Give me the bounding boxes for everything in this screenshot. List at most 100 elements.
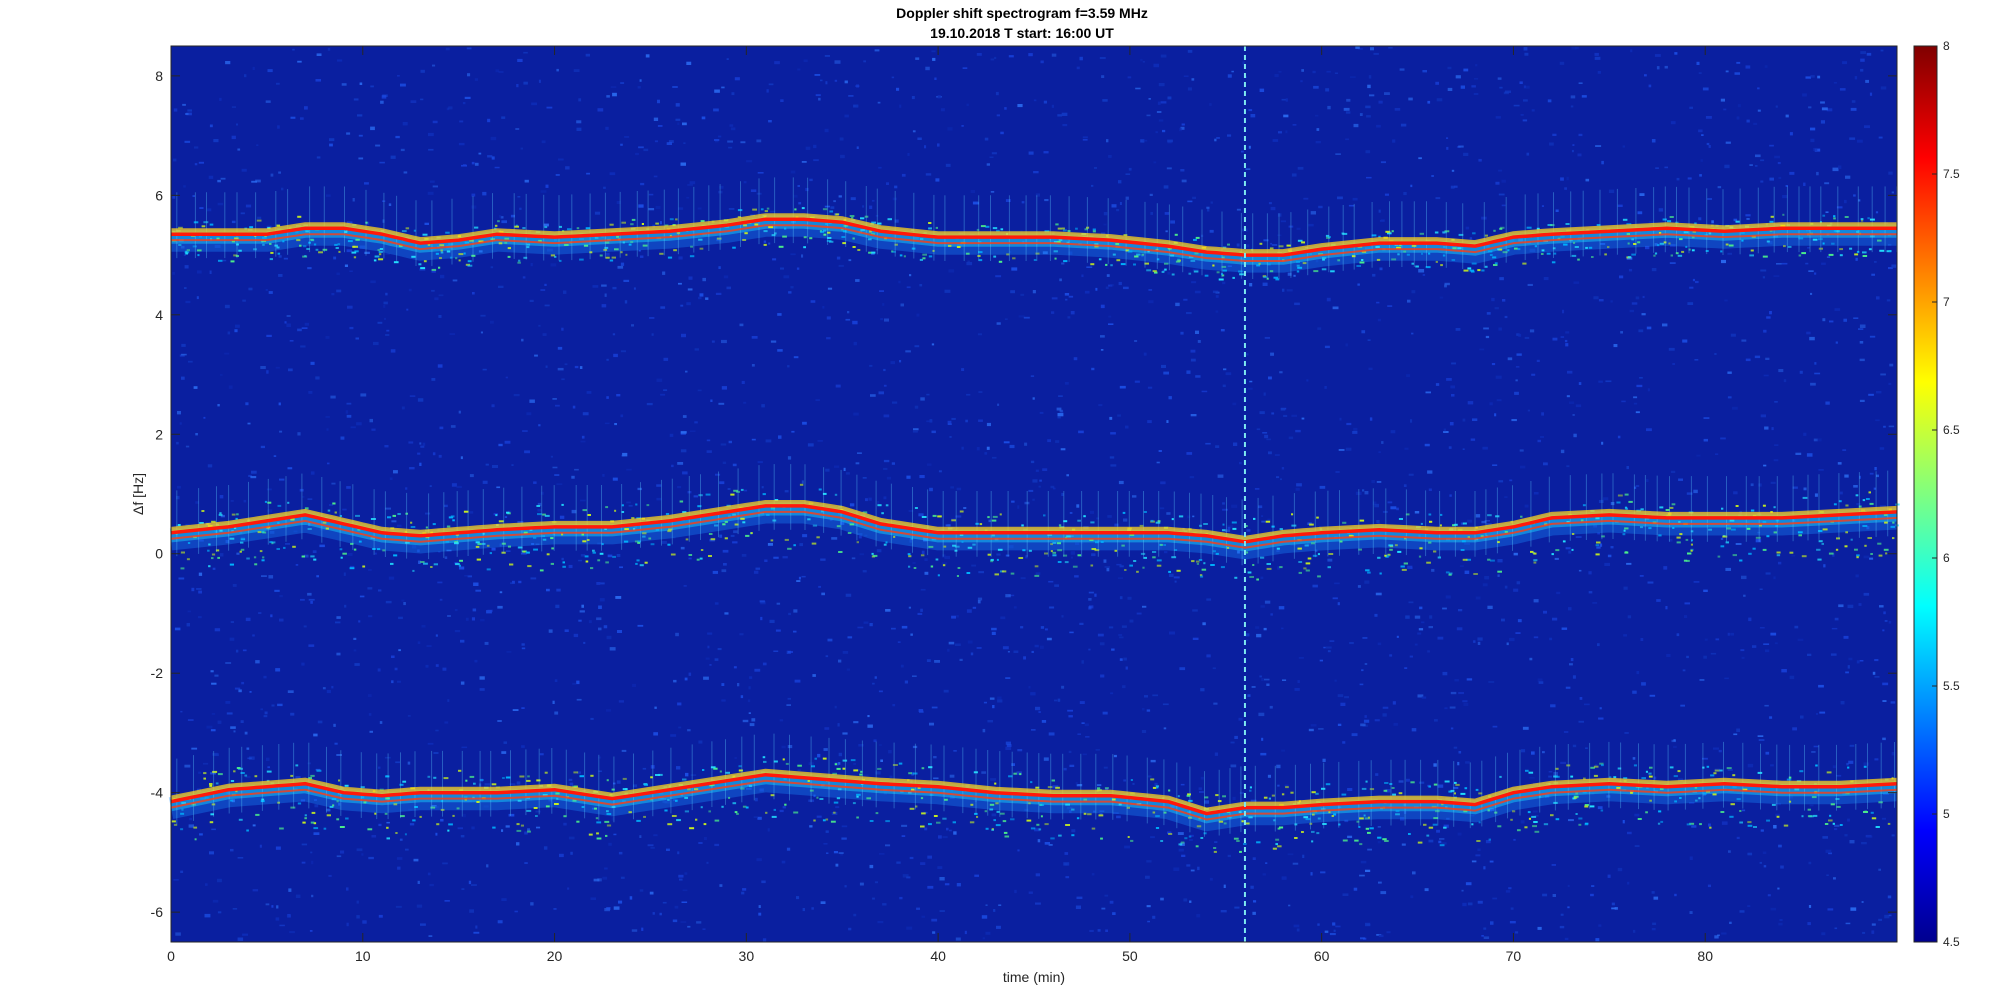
noise-speck [976, 53, 982, 56]
noise-speck [440, 818, 444, 822]
band-speck [1056, 241, 1061, 243]
band-speck [489, 552, 492, 555]
noise-speck [613, 782, 616, 785]
noise-speck [909, 539, 912, 543]
band-speck [611, 256, 616, 259]
noise-speck [1745, 214, 1751, 217]
noise-speck [682, 122, 687, 126]
band-speck [951, 519, 956, 522]
noise-speck [297, 328, 302, 332]
noise-speck [413, 858, 419, 862]
band-speck [1689, 822, 1695, 825]
noise-speck [931, 918, 938, 922]
noise-speck [1533, 492, 1539, 495]
noise-speck [1692, 278, 1695, 282]
band-speck [688, 554, 693, 556]
noise-speck [276, 905, 279, 909]
band-warm [171, 213, 1897, 256]
noise-speck [425, 512, 431, 515]
noise-speck [966, 262, 973, 266]
noise-speck [1750, 483, 1754, 487]
band-speck [1114, 549, 1118, 552]
band-speck [337, 243, 341, 246]
noise-speck [1727, 632, 1730, 636]
noise-speck [1835, 341, 1838, 344]
noise-speck [385, 292, 388, 296]
noise-speck [1166, 420, 1169, 423]
noise-speck [1101, 907, 1106, 910]
noise-speck [874, 881, 878, 884]
noise-speck [677, 851, 680, 855]
noise-speck [1717, 186, 1722, 189]
noise-speck [1746, 218, 1750, 220]
noise-speck [609, 172, 616, 176]
band-speck [1055, 786, 1060, 789]
noise-speck [1592, 602, 1598, 604]
noise-speck [498, 71, 504, 73]
band-speck [621, 221, 626, 224]
noise-speck [1142, 61, 1145, 63]
noise-speck [666, 142, 672, 145]
band-speck [633, 528, 636, 531]
band-speck [1097, 787, 1101, 790]
band-speck [1487, 558, 1491, 561]
band-speck [1571, 254, 1577, 257]
noise-speck [1048, 580, 1054, 583]
noise-speck [578, 559, 582, 562]
noise-speck [677, 486, 682, 489]
band-speck [1157, 520, 1161, 523]
noise-speck [219, 553, 224, 557]
noise-speck [1696, 61, 1700, 65]
noise-speck [1601, 441, 1604, 445]
noise-speck [1602, 497, 1609, 501]
noise-speck [187, 610, 191, 613]
noise-speck [1160, 481, 1166, 485]
band-speck [1868, 248, 1872, 251]
noise-speck [1288, 904, 1291, 907]
noise-speck [1485, 244, 1490, 248]
noise-speck [1465, 882, 1472, 886]
band-speck [1231, 521, 1237, 524]
band-speck [1129, 564, 1133, 567]
noise-speck [1789, 132, 1793, 136]
band-speck [1296, 264, 1300, 267]
noise-speck [1475, 64, 1478, 67]
noise-speck [1559, 61, 1565, 65]
noise-speck [225, 539, 230, 543]
band-speck [825, 223, 828, 225]
noise-speck [802, 421, 807, 425]
noise-speck [896, 87, 900, 91]
noise-speck [664, 800, 670, 804]
band-speck [1889, 250, 1892, 252]
noise-speck [647, 844, 654, 847]
noise-speck [1064, 293, 1070, 296]
band-speck [315, 248, 319, 251]
noise-speck [1891, 834, 1895, 837]
band-speck [1267, 263, 1271, 266]
band-speck [762, 493, 766, 496]
noise-speck [417, 398, 424, 402]
noise-speck [1390, 430, 1396, 434]
band-speck [1253, 517, 1256, 520]
noise-speck [1253, 900, 1257, 903]
noise-speck [935, 178, 940, 182]
band-speck [849, 215, 855, 217]
noise-speck [1763, 329, 1767, 333]
noise-speck [1494, 307, 1499, 310]
band-speck [1467, 267, 1472, 270]
noise-speck [1352, 431, 1358, 434]
band-speck [1735, 505, 1739, 507]
noise-speck [992, 705, 995, 709]
band-speck [277, 252, 281, 255]
noise-speck [222, 259, 227, 262]
noise-speck [1150, 759, 1156, 763]
noise-speck [409, 395, 416, 397]
noise-speck [1760, 414, 1766, 418]
noise-speck [1146, 709, 1151, 712]
band-speck [1775, 525, 1778, 527]
band-speck [1010, 572, 1015, 575]
noise-speck [1349, 642, 1354, 645]
noise-speck [1329, 933, 1336, 936]
noise-speck [464, 575, 469, 577]
noise-speck [1572, 675, 1576, 679]
